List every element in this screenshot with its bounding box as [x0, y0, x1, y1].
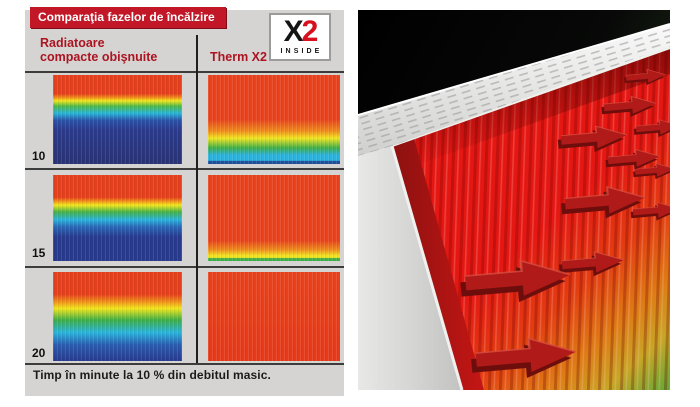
- divider-row3: [25, 363, 344, 365]
- panel-top-shadow: [392, 46, 670, 174]
- panel-left-fold: [392, 138, 484, 390]
- column-header-conventional-line2: compacte obişnuite: [40, 50, 158, 64]
- heating-comparison-panel: Comparaţia fazelor de încălzire X2 INSID…: [25, 7, 344, 396]
- logo-x: X: [283, 15, 304, 48]
- thermal-image-thermx2-10min: [208, 75, 340, 164]
- divider-header: [25, 71, 344, 73]
- column-header-thermx2-line1: Therm X2: [210, 50, 267, 64]
- radiator-white-side: [358, 146, 462, 390]
- column-header-thermx2: Therm X2: [210, 50, 267, 64]
- time-label-20: 20: [32, 346, 46, 360]
- footnote-caption: Timp în minute la 10 % din debitul masic…: [33, 368, 271, 382]
- thermal-image-thermx2-15min: [208, 175, 340, 261]
- logo-2: 2: [301, 15, 319, 48]
- thermal-image-thermx2-20min: [208, 272, 340, 361]
- divider-row2: [25, 266, 344, 268]
- logo-x2-text: X2: [271, 17, 329, 47]
- column-header-conventional-line1: Radiatoare: [40, 36, 105, 50]
- divider-row1: [25, 168, 344, 170]
- x2-inside-logo: X2 INSIDE: [269, 13, 331, 61]
- divider-columns: [196, 35, 198, 363]
- radiator-cutaway-svg: [357, 10, 682, 391]
- thermal-image-conventional-10min: [53, 75, 182, 164]
- column-header-conventional: Radiatoare compacte obişnuite: [40, 36, 157, 64]
- cutaway-edge-highlight: [390, 145, 464, 391]
- time-label-15: 15: [32, 246, 46, 260]
- grille-top-edge: [357, 23, 671, 116]
- logo-inside-text: INSIDE: [280, 48, 323, 55]
- thermal-image-conventional-20min: [53, 272, 182, 361]
- grille-slats: [358, 24, 670, 156]
- thermal-image-conventional-15min: [53, 175, 182, 261]
- time-label-10: 10: [32, 149, 46, 163]
- radiator-cutaway-render: [357, 10, 682, 391]
- panel-title: Comparaţia fazelor de încălzire: [30, 7, 226, 28]
